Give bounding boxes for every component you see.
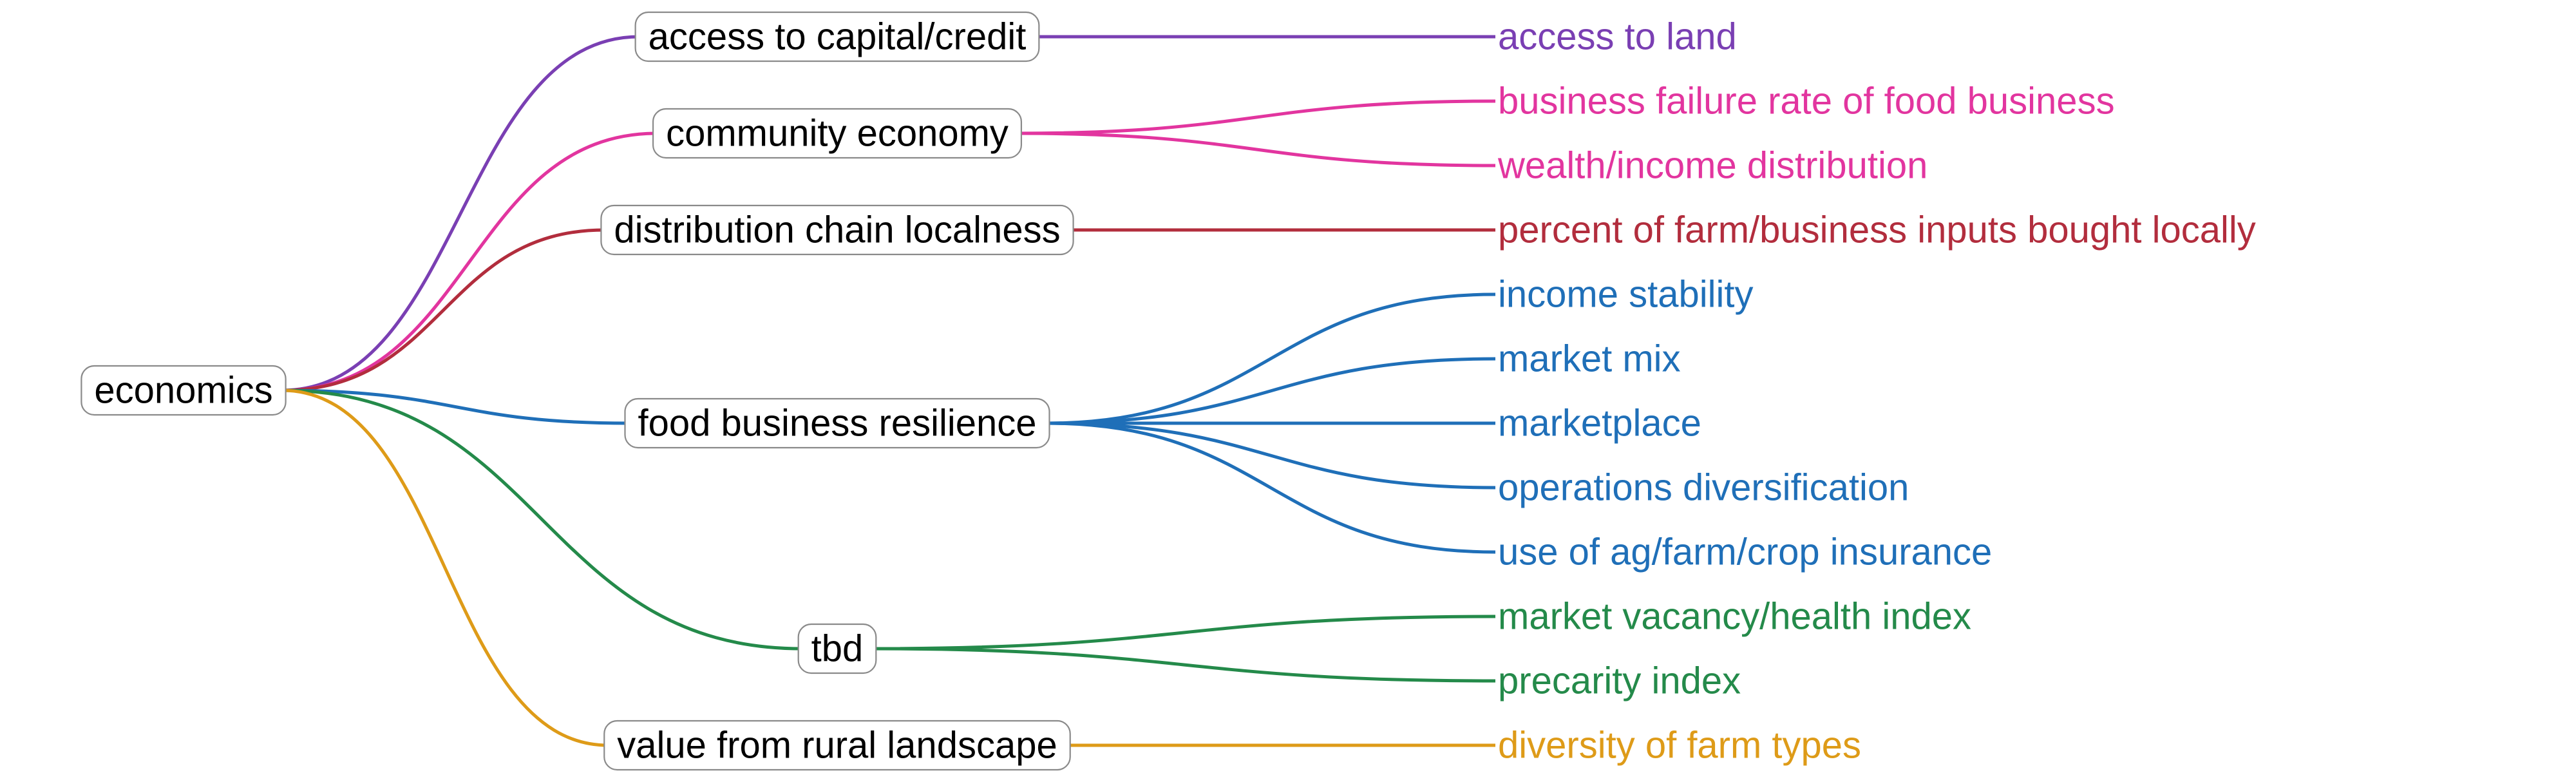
category-node-box	[624, 397, 1050, 449]
category-node-box	[634, 11, 1040, 62]
edge-tbd-to-market-vacancy-health-index	[872, 615, 1496, 651]
leaf-market-mix: market mix	[1498, 338, 1681, 380]
edge-root-to-food-business-resilience	[281, 388, 629, 425]
category-node-label: tbd	[811, 628, 864, 670]
edges-layer	[281, 35, 1496, 747]
category-node-distribution-chain-localness: distribution chain localness	[600, 204, 1074, 256]
category-node-box	[797, 623, 877, 674]
edge-root-to-value-from-rural-landscape	[281, 388, 609, 747]
root-node-box	[80, 365, 287, 416]
leaf-use-of-ag-farm-crop-insurance: use of ag/farm/crop insurance	[1498, 531, 1992, 573]
nodes-layer: economics access to capital/credit communi…	[80, 11, 1074, 771]
category-node-label: access to capital/credit	[649, 16, 1027, 58]
leaf-marketplace: marketplace	[1498, 403, 1701, 444]
edge-root-to-community-economy	[281, 131, 658, 392]
root-node-label: economics	[94, 370, 272, 412]
category-node-box	[600, 204, 1074, 256]
category-node-tbd: tbd	[797, 623, 877, 674]
edge-food-business-resilience-to-use-of-ag-farm-crop-insurance	[1045, 421, 1496, 554]
leaf-operations-diversification: operations diversification	[1498, 467, 1909, 509]
edge-food-business-resilience-to-operations-diversification	[1045, 421, 1496, 490]
root-node: economics	[80, 365, 287, 416]
category-node-access-to-capital-credit: access to capital/credit	[634, 11, 1040, 62]
edge-community-economy-to-wealth-income-distribution	[1017, 131, 1496, 167]
edge-food-business-resilience-to-market-mix	[1045, 357, 1496, 425]
category-node-box	[603, 720, 1071, 771]
leaf-business-failure-rate-of-food-business: business failure rate of food business	[1498, 81, 2115, 122]
leaf-wealth-income-distribution: wealth/income distribution	[1497, 145, 1927, 187]
category-node-box	[652, 108, 1023, 159]
leaf-diversity-of-farm-types: diversity of farm types	[1498, 725, 1861, 767]
edge-root-to-access-to-capital-credit	[281, 35, 639, 392]
leaf-percent-of-farm-business-inputs-bought-locally: percent of farm/business inputs bought l…	[1498, 209, 2256, 251]
leaf-access-to-land: access to land	[1498, 16, 1737, 58]
category-node-community-economy: community economy	[652, 108, 1023, 159]
leaves-layer: access to land business failure rate of f…	[1497, 16, 2256, 767]
leaf-precarity-index: precarity index	[1498, 660, 1741, 702]
edge-community-economy-to-business-failure-rate-of-food-business	[1017, 99, 1496, 135]
leaf-income-stability: income stability	[1498, 274, 1753, 316]
leaf-market-vacancy-health-index: market vacancy/health index	[1498, 596, 1971, 638]
edge-tbd-to-precarity-index	[872, 647, 1496, 683]
category-node-label: distribution chain localness	[614, 209, 1060, 251]
edge-root-to-tbd	[281, 388, 802, 651]
category-node-value-from-rural-landscape: value from rural landscape	[603, 720, 1071, 771]
category-node-food-business-resilience: food business resilience	[624, 397, 1050, 449]
category-node-label: community economy	[666, 113, 1009, 155]
category-node-label: value from rural landscape	[617, 725, 1057, 767]
edge-root-to-distribution-chain-localness	[281, 228, 605, 392]
edge-food-business-resilience-to-income-stability	[1045, 292, 1496, 425]
category-node-label: food business resilience	[638, 403, 1036, 444]
